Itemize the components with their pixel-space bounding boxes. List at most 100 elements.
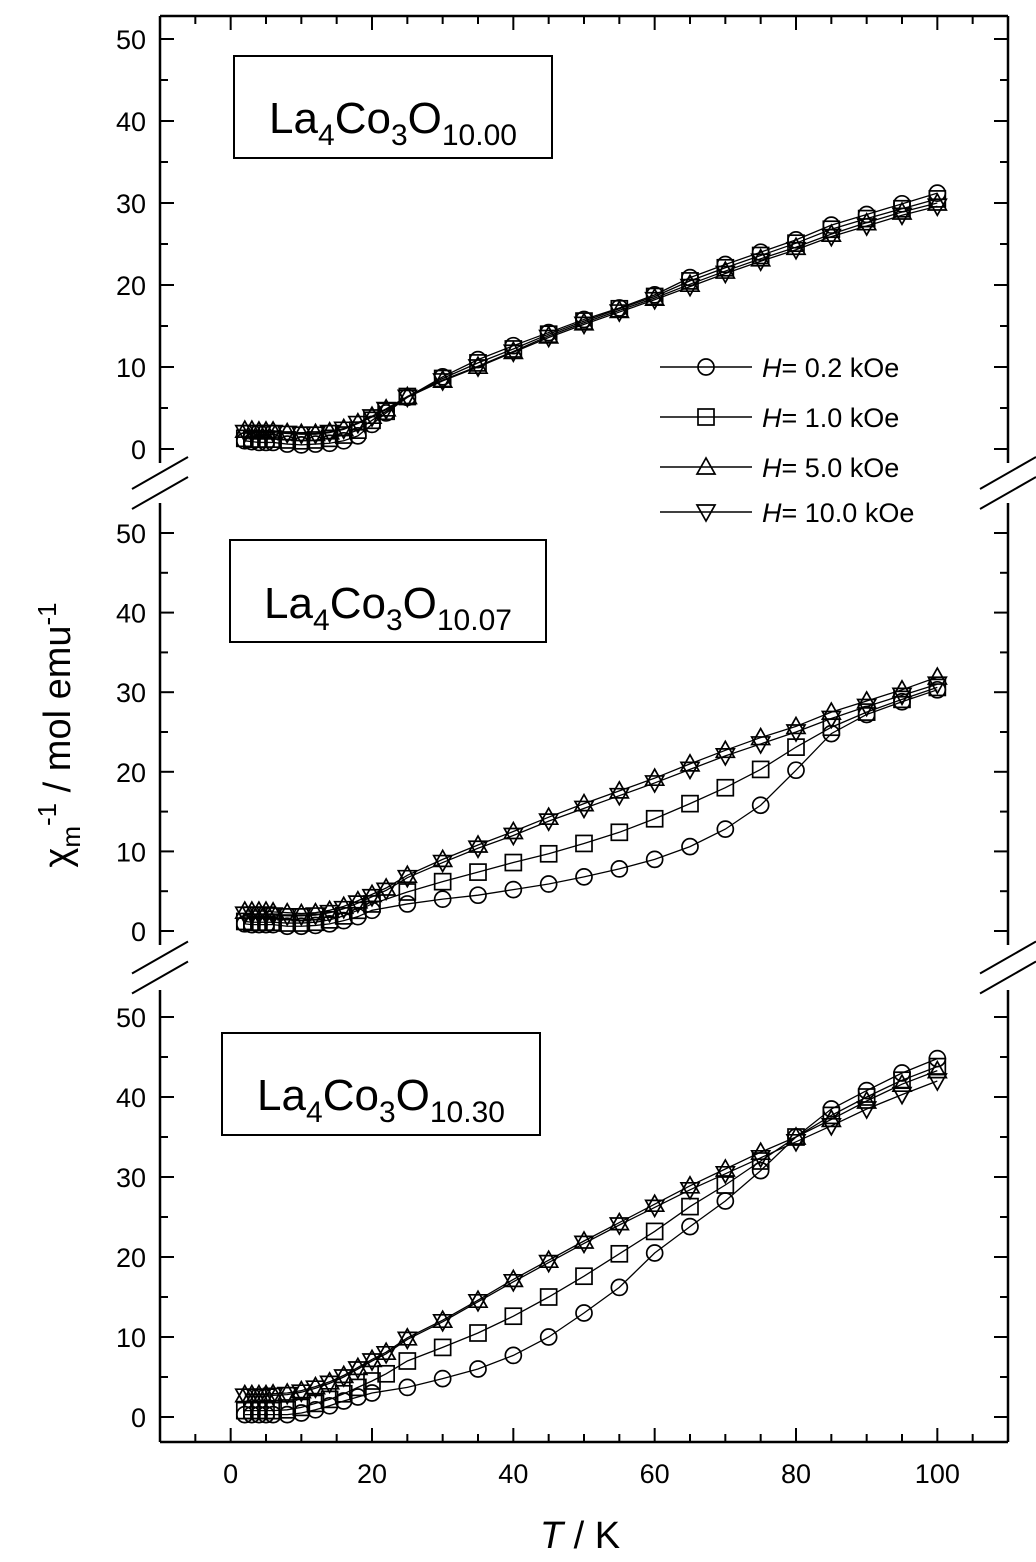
data-point-triangle-up bbox=[644, 1193, 666, 1213]
data-point-triangle-down bbox=[785, 1133, 807, 1153]
data-point-triangle-up bbox=[785, 236, 807, 256]
data-point-triangle-down bbox=[502, 344, 524, 363]
data-point-triangle-down bbox=[891, 687, 913, 707]
data-point-triangle-down bbox=[926, 1073, 948, 1092]
x-tick-label: 80 bbox=[781, 1459, 811, 1489]
data-point-triangle-up bbox=[502, 820, 524, 840]
data-point-square bbox=[504, 853, 523, 872]
data-point-circle bbox=[363, 1384, 381, 1402]
data-point-square bbox=[645, 1222, 664, 1241]
data-point-triangle-down bbox=[347, 1361, 369, 1380]
data-point-triangle-up bbox=[926, 192, 948, 211]
y-axis-title-sup1: -1 bbox=[32, 803, 62, 826]
data-point-triangle-up bbox=[820, 223, 842, 243]
data-point-triangle-down bbox=[608, 787, 630, 807]
data-point-square bbox=[681, 794, 699, 813]
data-point-triangle-down bbox=[573, 316, 595, 336]
panel-label-box bbox=[221, 1032, 541, 1136]
data-point-triangle-down bbox=[820, 228, 842, 248]
data-point-circle bbox=[398, 1378, 417, 1397]
axis-breaks bbox=[131, 456, 1036, 995]
panel-label-part: Co bbox=[330, 579, 386, 628]
data-point-circle bbox=[681, 837, 699, 856]
data-point-triangle-up bbox=[290, 1379, 312, 1399]
x-tick-label: 20 bbox=[357, 1459, 387, 1489]
data-point-circle bbox=[645, 1244, 664, 1262]
data-point-triangle-up bbox=[679, 273, 701, 293]
data-point-triangle-down bbox=[305, 907, 326, 926]
data-point-triangle-down bbox=[333, 1369, 355, 1388]
legend-label-value: = 1.0 kOe bbox=[782, 403, 900, 433]
y-tick-label: 30 bbox=[116, 678, 146, 708]
data-point-square bbox=[398, 1352, 417, 1370]
x-tick-label: 60 bbox=[640, 1459, 670, 1489]
data-point-triangle-down bbox=[573, 1235, 595, 1255]
data-point-triangle-down bbox=[333, 421, 355, 441]
y-tick-label: 0 bbox=[131, 917, 146, 947]
data-point-square bbox=[645, 809, 664, 828]
data-point-triangle-down bbox=[396, 869, 418, 889]
data-point-circle bbox=[433, 1369, 452, 1388]
data-point-triangle-down bbox=[305, 1380, 326, 1399]
y-tick-label: 40 bbox=[116, 599, 146, 629]
data-point-triangle-down bbox=[319, 904, 341, 924]
data-point-triangle-up bbox=[290, 422, 312, 442]
data-point-square bbox=[433, 1338, 452, 1357]
data-point-triangle-down bbox=[926, 198, 948, 218]
data-point-square bbox=[787, 738, 805, 756]
y-tick-label: 20 bbox=[116, 271, 146, 301]
data-point-triangle-down bbox=[891, 1086, 913, 1106]
data-point-square bbox=[716, 1176, 735, 1194]
x-tick-label: 100 bbox=[915, 1459, 960, 1489]
data-point-square bbox=[278, 1400, 297, 1419]
x-axis-title-var: T bbox=[540, 1515, 566, 1557]
legend-label-value: = 0.2 kOe bbox=[782, 353, 900, 383]
data-point-circle bbox=[539, 1328, 558, 1346]
panel-label-box bbox=[229, 539, 547, 643]
data-point-circle bbox=[469, 886, 487, 905]
panel-label: La4Co3O10.30 bbox=[257, 1071, 505, 1129]
data-point-triangle-down bbox=[290, 426, 312, 445]
data-point-square bbox=[306, 1394, 325, 1413]
data-point-triangle-up bbox=[679, 1175, 701, 1194]
data-point-triangle-up bbox=[714, 260, 736, 279]
data-point-square bbox=[857, 703, 876, 721]
series-line-circle bbox=[244, 1057, 938, 1416]
data-point-triangle-up bbox=[926, 1059, 948, 1079]
data-point-triangle-down bbox=[750, 253, 772, 272]
data-point-triangle-down bbox=[262, 907, 284, 926]
x-tick-label: 0 bbox=[223, 1459, 238, 1489]
data-point-triangle-down bbox=[361, 1353, 383, 1372]
panel-label-part: O bbox=[403, 579, 437, 628]
data-point-triangle-up bbox=[276, 421, 298, 441]
y-tick-label: 40 bbox=[116, 107, 146, 137]
data-point-triangle-up bbox=[750, 248, 772, 267]
plot-frame bbox=[158, 14, 1010, 1444]
data-point-triangle-down bbox=[502, 827, 524, 847]
data-point-triangle-down bbox=[856, 698, 878, 718]
data-point-triangle-down bbox=[319, 424, 341, 444]
data-point-triangle-down bbox=[856, 218, 878, 237]
data-point-square bbox=[469, 863, 487, 881]
data-point-square bbox=[751, 760, 770, 779]
data-point-triangle-up bbox=[347, 890, 369, 909]
data-point-triangle-down bbox=[305, 426, 326, 445]
panel-label-part: 4 bbox=[318, 119, 335, 152]
data-point-circle bbox=[433, 890, 452, 909]
legend-label-value: = 10.0 kOe bbox=[782, 498, 915, 528]
data-point-triangle-down bbox=[785, 724, 807, 743]
y-tick-label: 50 bbox=[116, 1003, 146, 1033]
data-point-square bbox=[539, 844, 558, 863]
data-point-triangle-down bbox=[538, 329, 560, 349]
data-point-triangle-up bbox=[396, 864, 418, 884]
data-point-square bbox=[334, 907, 353, 925]
data-point-triangle-down bbox=[290, 1384, 312, 1403]
panel-label-part: La bbox=[257, 1071, 306, 1120]
data-point-circle bbox=[645, 850, 664, 869]
data-point-square bbox=[469, 1324, 487, 1342]
legend-label-var: H bbox=[762, 403, 782, 433]
data-point-square bbox=[398, 883, 417, 901]
data-point-triangle-up bbox=[573, 1230, 595, 1249]
